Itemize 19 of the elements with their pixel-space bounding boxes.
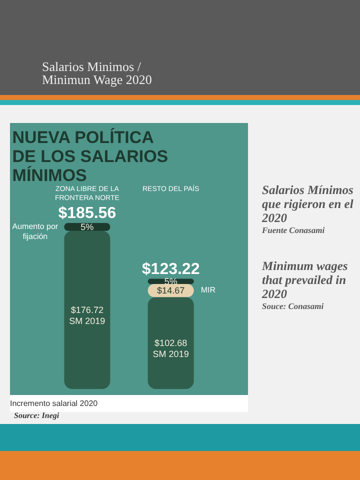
data-label: $176.72 SM 2019 (69, 304, 106, 326)
data-label: $14.67 (157, 286, 185, 296)
source-note: Fuente Conasami (262, 225, 326, 235)
source-note: Source: Inegi (14, 411, 60, 420)
total-label: $185.56 (58, 205, 116, 222)
text: Souce: Conasami (262, 301, 325, 311)
data-label: $102.68 SM 2019 (152, 338, 189, 360)
bar (64, 230, 110, 389)
annotation: 5% (164, 276, 178, 286)
text: Incremento salarial 2020 (10, 395, 248, 412)
bar (148, 297, 194, 389)
text: Salarios Mínimos que rigieron en el 2020 (262, 183, 354, 225)
series-label: MIR (200, 286, 216, 295)
annotation: 5% (80, 222, 94, 232)
text: Minimum wages that prevailed in 2020 (262, 259, 349, 301)
chart-title: Salarios Minimos / Minimun Wage 2020 (42, 59, 153, 87)
annotation: Aumento por fijación (12, 222, 58, 241)
chart-subtitle: NUEVA POLÍTICA DE LOS SALARIOS MÍNIMOS (12, 127, 168, 185)
total-label: $123.22 (142, 260, 200, 278)
